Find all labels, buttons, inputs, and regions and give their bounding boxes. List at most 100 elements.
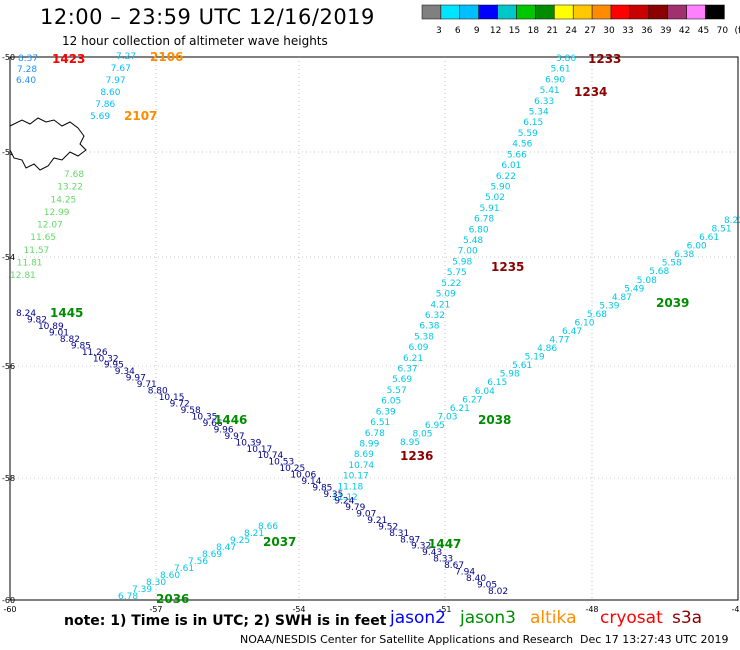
- track-value-diag: 9.01: [49, 328, 69, 338]
- track-value-s3a: 5.59: [518, 129, 538, 139]
- track-value-s3a: 5.48: [463, 236, 483, 246]
- track-value-s3a: 5.69: [392, 375, 412, 385]
- track-value-diag: 9.05: [477, 581, 497, 591]
- track-value-ne2: 8.51: [712, 225, 732, 235]
- track-value-ne2: 6.15: [487, 378, 507, 388]
- track-value-diag: 11.26: [82, 348, 108, 358]
- track-value-s3a: 6.51: [370, 418, 390, 428]
- track-value-diag: 9.96: [214, 425, 234, 435]
- track-value-s3a: 3.86: [556, 54, 576, 64]
- track-value-diag: 10.35: [192, 412, 218, 422]
- track-value-s3a: 6.78: [474, 215, 494, 225]
- pass-time-label: 1235: [491, 260, 524, 274]
- track-value-diag: 9.14: [301, 477, 321, 487]
- track-value-s3a: 5.57: [387, 386, 407, 396]
- scale-label: 12: [490, 26, 501, 36]
- track-value-diag: 9.85: [71, 341, 91, 351]
- track-value-ne2: 6.61: [699, 233, 719, 243]
- track-value-diag: 9.52: [378, 522, 398, 532]
- track-value-ne2: 6.95: [425, 421, 445, 431]
- lat-tick-label: -54: [2, 253, 15, 262]
- track-value-saral-ne: 7.67: [111, 64, 131, 74]
- track-value-s3a: 6.01: [501, 161, 521, 171]
- scale-swatch: [572, 4, 593, 20]
- scale-swatch: [440, 4, 461, 20]
- lat-tick-label: -56: [2, 362, 15, 371]
- scale-swatch: [421, 4, 442, 20]
- track-value-s3a: 5.41: [540, 86, 560, 96]
- track-value-s3a: 5.66: [507, 150, 527, 160]
- track-value-ne2: 6.47: [562, 327, 582, 337]
- track-value-saral-nw: 7.28: [17, 65, 37, 75]
- page-subtitle: 12 hour collection of altimeter wave hei…: [62, 34, 328, 48]
- scale-label: 21: [547, 26, 558, 36]
- track-value-s3a: 6.33: [534, 97, 554, 107]
- lat-tick-label: -58: [2, 474, 15, 483]
- track-value-sw: 8.66: [258, 522, 278, 532]
- track-value-sw: 7.56: [188, 557, 208, 567]
- falkland-islands: [9, 117, 87, 171]
- track-value-diag: 7.94: [455, 568, 475, 578]
- track-value-diag: 8.02: [488, 587, 508, 597]
- legend-altika: altika: [530, 608, 577, 628]
- track-value-ne2: 5.39: [599, 301, 619, 311]
- track-value-diag: 9.71: [137, 380, 157, 390]
- scale-swatch: [686, 4, 706, 20]
- pass-time-label: 2039: [656, 296, 689, 310]
- pass-time-label: 1446: [214, 413, 247, 427]
- track-value-ne2: 8.05: [412, 429, 432, 439]
- track-value-s3a: 5.90: [490, 182, 510, 192]
- scale-swatch: [591, 4, 612, 20]
- track-value-s3a: 5.02: [485, 193, 505, 203]
- track-value-ne2: 4.77: [550, 336, 570, 346]
- scale-swatch: [497, 4, 517, 20]
- scale-label: 30: [603, 26, 615, 36]
- page-title: 12:00 – 23:59 UTC 12/16/2019: [40, 5, 375, 29]
- map-frame: [9, 56, 739, 601]
- track-value-s3a: 6.78: [365, 429, 385, 439]
- track-value-saral-nw: 6.40: [16, 76, 36, 86]
- track-value-jason3: 12.07: [37, 221, 63, 231]
- pass-time-label: 1233: [588, 52, 621, 66]
- track-value-ne2: 5.98: [500, 370, 520, 380]
- track-value-jason3: 12.99: [44, 208, 70, 218]
- scale-label: 18: [528, 26, 540, 36]
- track-value-jason3: 13.22: [57, 183, 83, 193]
- legend-jason2: jason2: [390, 608, 446, 628]
- track-value-s3a: 6.37: [398, 365, 418, 375]
- track-value-ne2: 6.00: [687, 242, 707, 252]
- track-value-ne2: 5.49: [624, 284, 644, 294]
- pass-time-label: 1423: [52, 52, 85, 66]
- track-value-ne2: 6.27: [462, 395, 482, 405]
- lon-tick-label: -45: [731, 605, 740, 614]
- track-value-diag: 9.07: [356, 509, 376, 519]
- track-value-sw: 6.78: [118, 592, 138, 602]
- track-value-ne2: 6.21: [450, 404, 470, 414]
- track-value-saral-ne: 7.86: [95, 100, 115, 110]
- track-value-diag: 8.97: [400, 535, 420, 545]
- track-value-diag: 9.34: [115, 367, 135, 377]
- lat-tick-label: -52: [2, 148, 15, 157]
- legend-cryosat: cryosat: [600, 608, 663, 628]
- track-value-diag: 10.53: [268, 458, 294, 468]
- track-value-diag: 8.31: [389, 529, 409, 539]
- track-value-s3a: 8.69: [354, 450, 374, 460]
- track-value-diag: 9.95: [104, 361, 124, 371]
- track-value-s3a: 10.17: [343, 472, 369, 482]
- track-value-diag: 9.43: [422, 548, 442, 558]
- track-value-s3a: 11.18: [337, 482, 363, 492]
- track-value-saral-ne: 7.97: [106, 76, 126, 86]
- lat-tick-label: -50: [2, 53, 15, 62]
- pass-time-label: 2037: [263, 535, 296, 549]
- track-value-s3a: 6.39: [376, 407, 396, 417]
- track-value-diag: 10.89: [38, 322, 64, 332]
- track-value-ne2: 6.04: [475, 387, 495, 397]
- scale-label: 3: [436, 26, 442, 36]
- pass-time-label: 1445: [50, 306, 83, 320]
- track-value-diag: 10.17: [247, 445, 273, 455]
- scale-label: 70: [717, 26, 729, 36]
- scale-swatch: [629, 4, 650, 20]
- track-value-jason3: 11.81: [17, 258, 43, 268]
- scale-label: 9: [474, 26, 480, 36]
